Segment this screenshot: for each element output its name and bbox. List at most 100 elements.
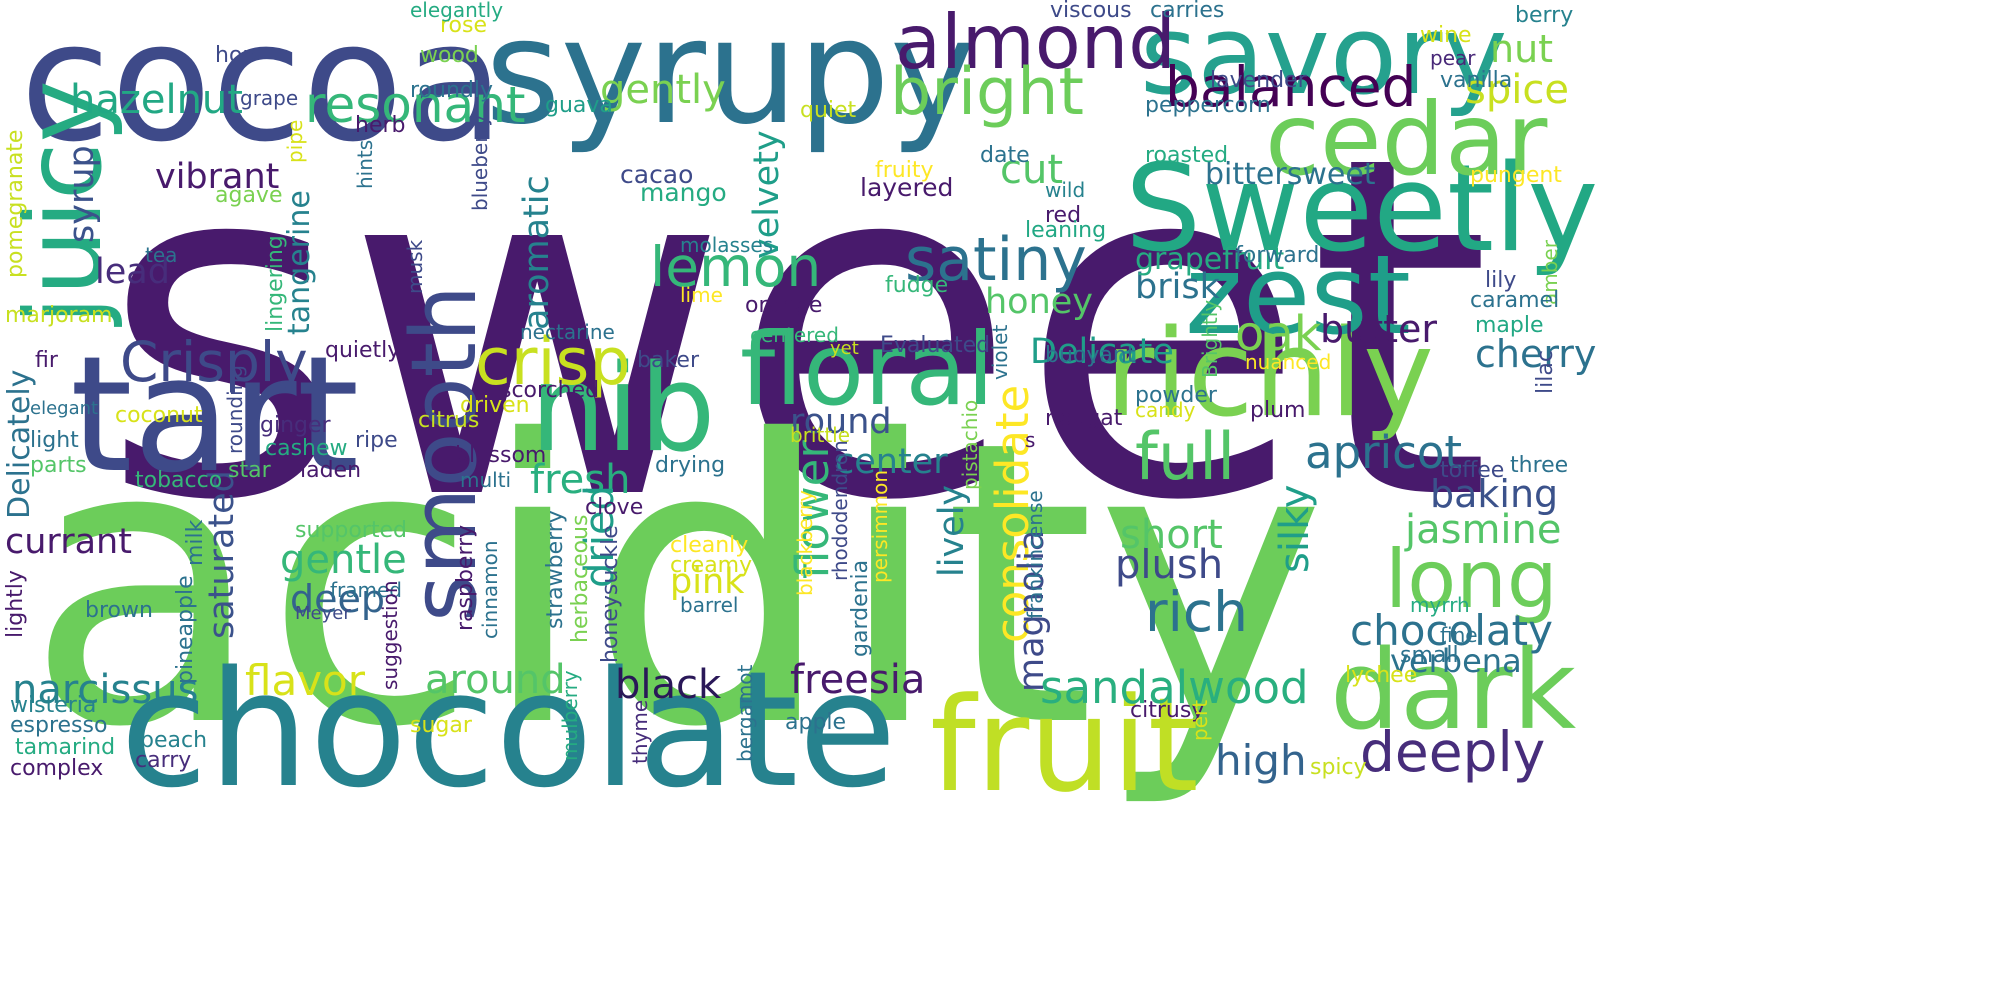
word-spice: spice: [1465, 67, 1569, 113]
word-framed: framed: [330, 578, 403, 602]
word-sweet: sweet: [100, 56, 1492, 603]
word-citrusy: citrusy: [1130, 698, 1205, 723]
word-cherry: cherry: [1475, 332, 1597, 376]
word-barrel: barrel: [680, 593, 739, 617]
word-complex: complex: [10, 756, 104, 781]
word-laden: laden: [300, 458, 362, 483]
word-agave: agave: [215, 183, 283, 208]
word-small: small: [1400, 643, 1459, 668]
word-multi: multi: [460, 468, 512, 492]
word-berry: berry: [1515, 3, 1574, 28]
word-espresso: espresso: [10, 713, 108, 738]
word-wood: wood: [420, 43, 479, 68]
word-vibrant: vibrant: [155, 157, 280, 197]
word-sandalwood: sandalwood: [1040, 661, 1309, 714]
word-cinnamon: cinnamon: [478, 540, 502, 639]
word-tobacco: tobacco: [135, 468, 223, 493]
word-full: full: [1135, 420, 1236, 495]
word-violet: violet: [988, 324, 1012, 380]
word-bright: bright: [890, 55, 1084, 130]
word-wild: wild: [1045, 178, 1086, 202]
word-lily: lily: [1485, 268, 1517, 293]
word-pipe: pipe: [283, 119, 307, 163]
word-baker: baker: [637, 348, 699, 373]
word-fresh: fresh: [530, 457, 631, 503]
word-light: light: [30, 428, 79, 453]
word-forward: forward: [1235, 243, 1320, 268]
word-milk: milk: [183, 519, 208, 566]
word-freesia: freesia: [790, 657, 926, 703]
word-pineapple: pineapple: [173, 575, 198, 684]
word-fudge: fudge: [885, 273, 949, 298]
word-brittle: brittle: [790, 423, 851, 447]
word-persimmon: persimmon: [868, 469, 892, 583]
word-crisply: Crisply: [120, 330, 308, 394]
word-cacao: cacao: [620, 160, 694, 189]
word-date: date: [980, 143, 1030, 168]
word-lavender: lavender: [1210, 68, 1307, 93]
word-fruity: fruity: [875, 158, 934, 183]
word-buoyant: buoyant: [1045, 343, 1136, 368]
word-elegant: elegant: [30, 398, 99, 419]
word-rhododendron: rhododendron: [828, 440, 852, 581]
word-high: high: [1215, 736, 1307, 785]
word-vanilla: vanilla: [1440, 68, 1513, 93]
word-quietly: quietly: [325, 338, 401, 363]
word-lemon: lemon: [650, 235, 822, 299]
word-plush: plush: [1115, 542, 1224, 588]
word-mango: mango: [640, 178, 727, 207]
word-lime: lime: [680, 283, 723, 307]
word-zest: zest: [1185, 231, 1411, 359]
word-resonant: resonant: [305, 76, 526, 134]
word-bittersweet: bittersweet: [1205, 157, 1376, 192]
word-pistachio: pistachio: [958, 399, 982, 490]
word-lilac: lilac: [1533, 350, 1558, 394]
word-chocolate: chocolate: [120, 636, 897, 823]
word-bergamot: bergamot: [733, 664, 757, 762]
word-delicate: Delicate: [1030, 332, 1174, 372]
word-lead: lead: [95, 252, 170, 292]
word-narcissus: narcissus: [12, 667, 199, 713]
word-chocolaty: chocolaty: [1350, 606, 1553, 655]
word-carry: carry: [135, 748, 192, 773]
word-round: round: [790, 402, 892, 442]
word-caramel: caramel: [1470, 288, 1560, 313]
word-roasted: roasted: [1145, 143, 1229, 168]
word-honey: honey: [985, 282, 1094, 322]
word-pear: pear: [1430, 46, 1476, 70]
word-acidity: acidity: [25, 358, 1327, 812]
word-syrup: syrup: [62, 145, 102, 243]
word-marjoram: marjoram: [5, 303, 113, 328]
word-gently: gently: [600, 67, 726, 113]
word-silky: silky: [1272, 484, 1318, 573]
word-savory: savory: [1140, 0, 1508, 119]
word-cedar: cedar: [1265, 81, 1548, 198]
word-molasses: molasses: [680, 233, 774, 257]
word-balanced: balanced: [1165, 55, 1417, 119]
word-blossom: blossom: [455, 443, 547, 468]
word-aromatic: aromatic: [517, 175, 557, 330]
word-elegantly: elegantly: [410, 0, 504, 22]
word-rich: rich: [1145, 580, 1248, 644]
word-black: black: [615, 662, 722, 708]
word-pert: pert: [1188, 699, 1212, 741]
word-driven: driven: [460, 393, 530, 418]
word-gentle: gentle: [280, 537, 407, 583]
word-lively: lively: [932, 484, 972, 577]
word-lingering: lingering: [263, 235, 288, 332]
word-flavor: flavor: [245, 656, 366, 705]
word-ripe: ripe: [355, 428, 398, 453]
word-nib: nib: [530, 340, 716, 479]
word-rose: rose: [440, 13, 488, 38]
word-long: long: [1385, 533, 1558, 626]
word-leaning: leaning: [1025, 218, 1107, 243]
word-red: red: [1045, 203, 1082, 228]
word-meyer: Meyer: [295, 603, 351, 624]
word-dark: dark: [1330, 626, 1577, 754]
word-satiny: satiny: [905, 225, 1087, 295]
word-jasmine: jasmine: [1405, 507, 1562, 553]
word-grape: grape: [240, 86, 299, 110]
word-cleanly: cleanly: [670, 533, 749, 558]
word-brisk: brisk: [1135, 267, 1220, 307]
word-almond: almond: [895, 0, 1176, 86]
